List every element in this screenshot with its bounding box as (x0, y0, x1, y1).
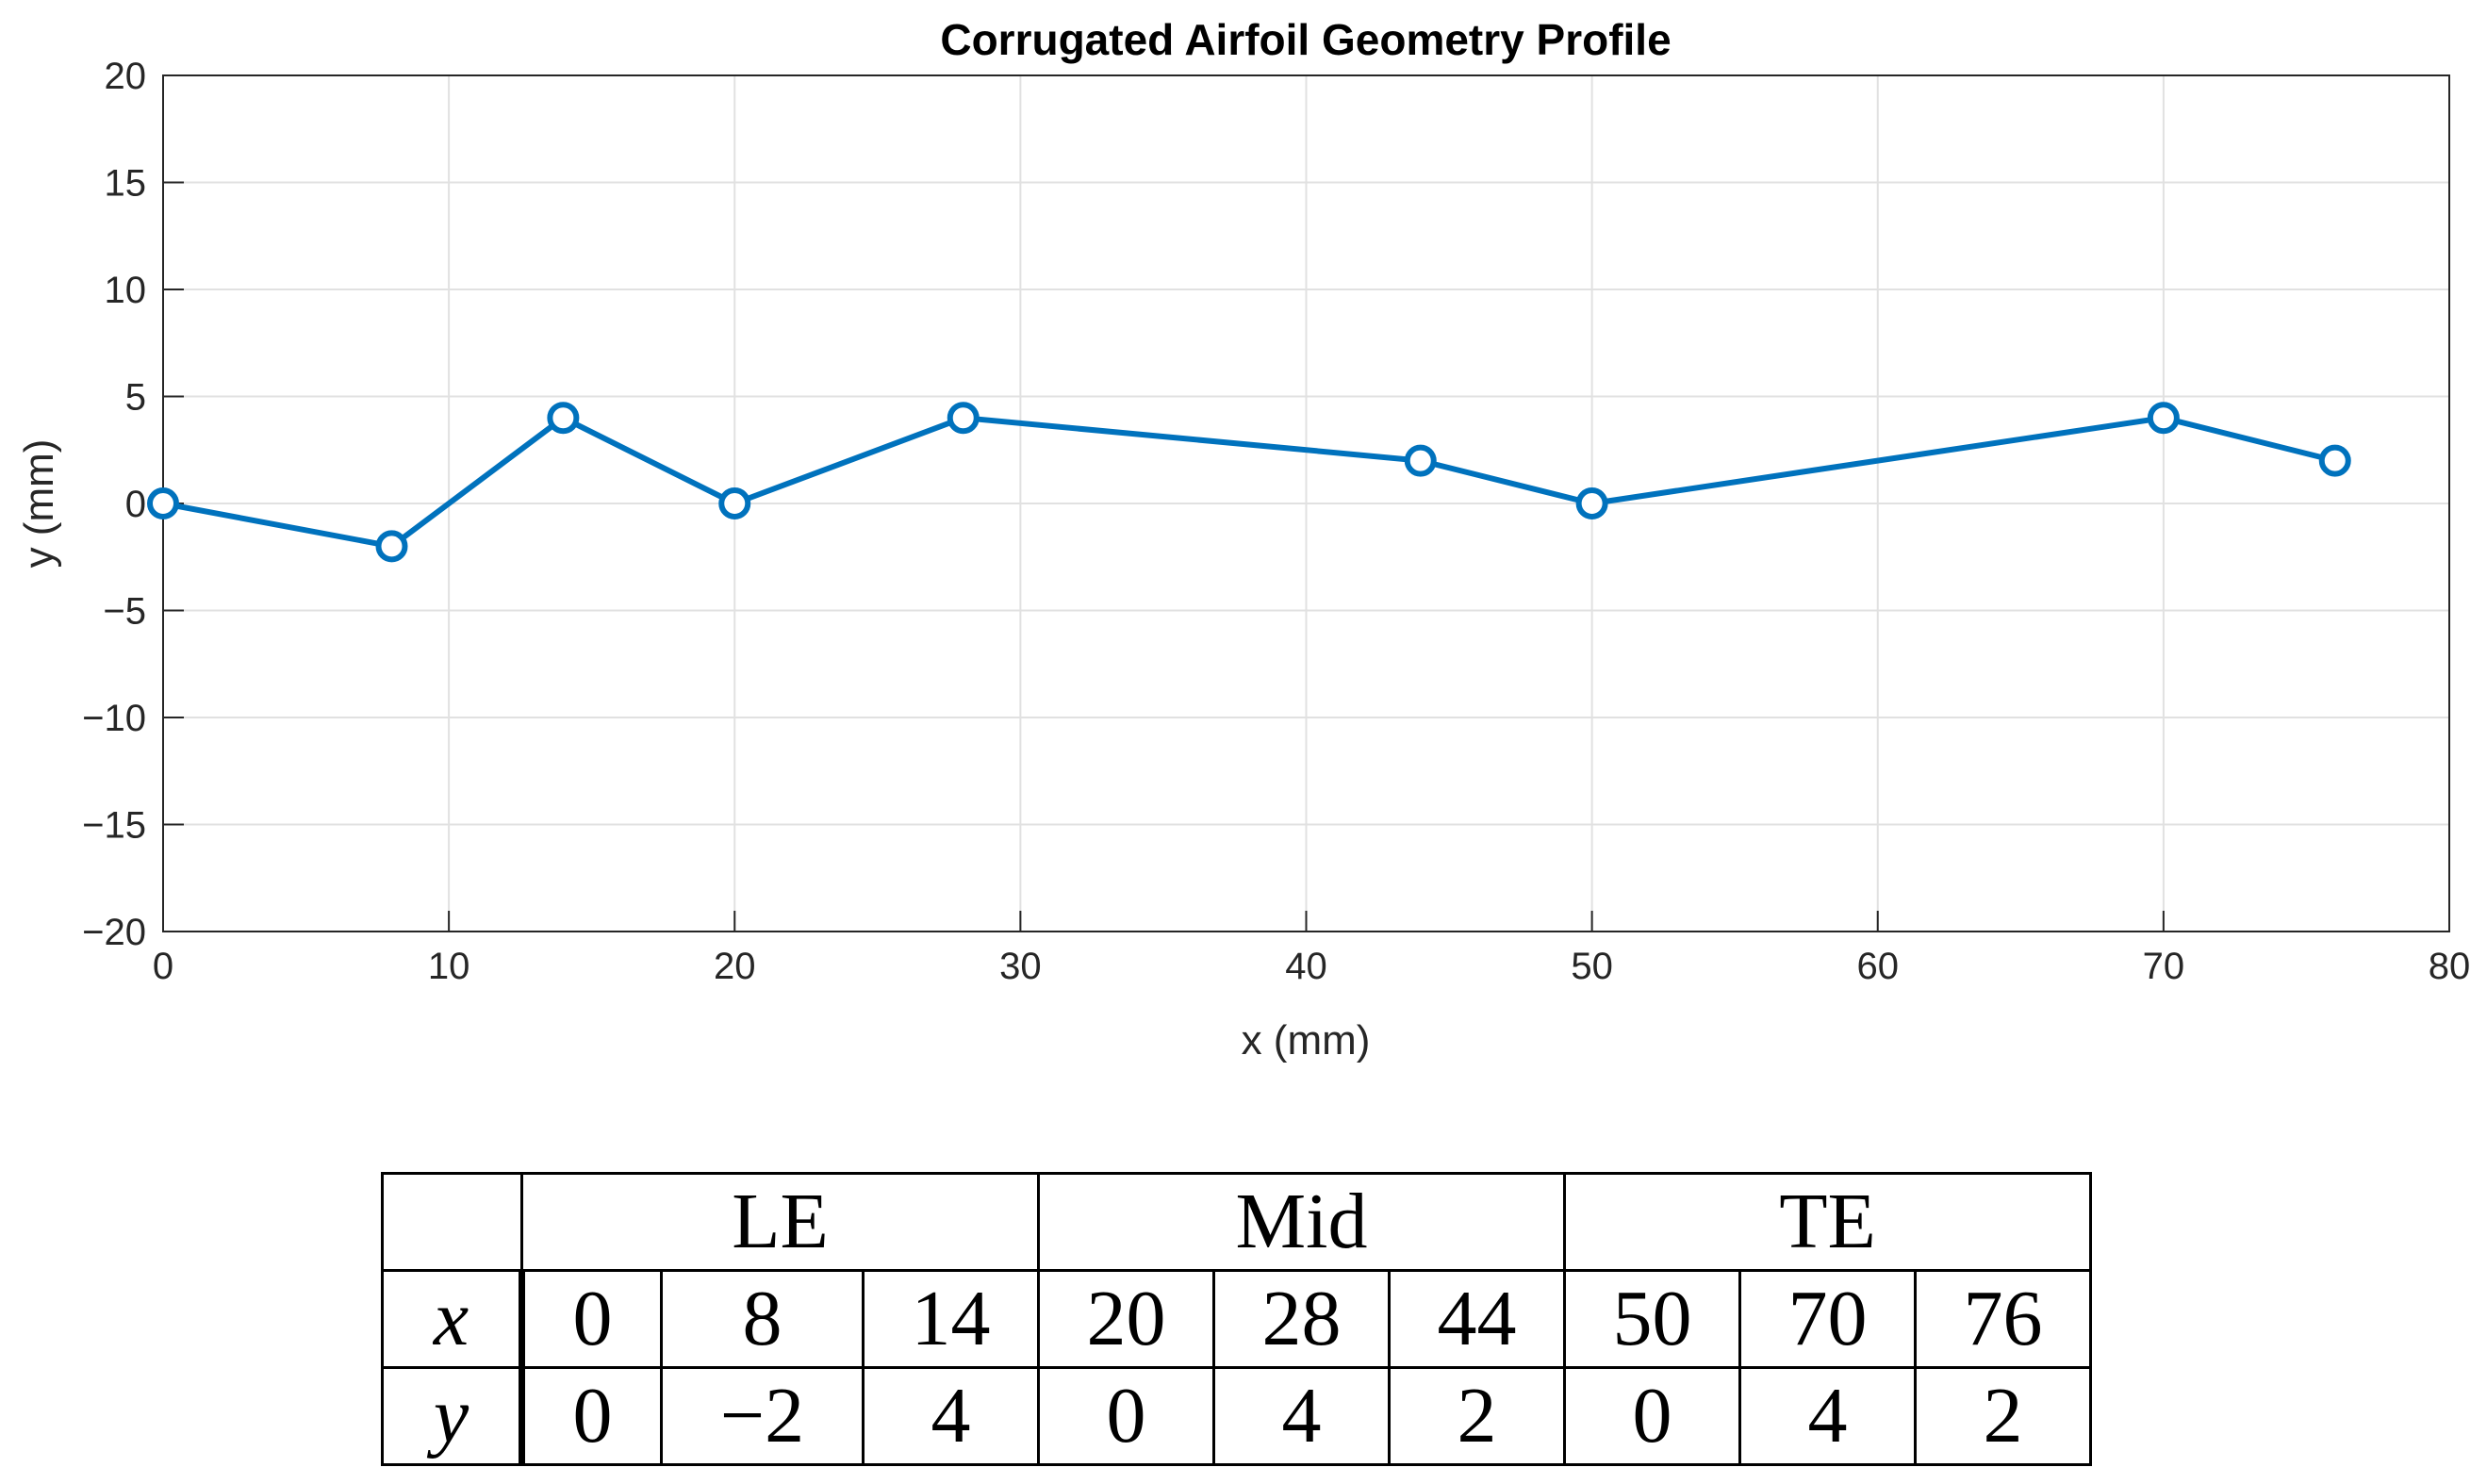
table-cell: 28 (1212, 1269, 1391, 1369)
table-corner-cell (381, 1172, 523, 1272)
data-point (718, 487, 751, 519)
table-cell: 0 (1563, 1366, 1741, 1466)
table-cell: 4 (1212, 1366, 1391, 1466)
table-cell: 70 (1738, 1269, 1917, 1369)
table-cell: 0 (520, 1269, 663, 1369)
y-tick-label: −10 (82, 698, 146, 739)
y-tick-label: 5 (125, 377, 146, 419)
y-tick-label: −20 (82, 912, 146, 953)
x-tick-label: 20 (714, 946, 756, 987)
series-line (162, 415, 2336, 550)
x-tick-label: 40 (1285, 946, 1327, 987)
table-cell: 44 (1388, 1269, 1566, 1369)
x-axis-label: x (mm) (1242, 1017, 1371, 1064)
table-cell: 14 (862, 1269, 1040, 1369)
data-point (2318, 444, 2351, 477)
table-group-header: TE (1563, 1172, 2092, 1272)
series (147, 402, 2351, 563)
data-point (375, 530, 408, 563)
data-table: LE Mid TE x 0 8 14 20 28 44 50 70 76 y 0… (381, 1172, 2092, 1466)
grid (162, 74, 2450, 932)
y-tick-label: −15 (82, 805, 146, 847)
tick-labels: 0 10 20 30 40 50 60 70 80 −20 −15 −10 −5 0 5 10 15 20 (82, 56, 2470, 987)
table-cell: 4 (1738, 1366, 1917, 1466)
table-row-y: y 0 −2 4 0 4 2 0 4 2 (381, 1366, 2092, 1466)
table-cell: 0 (520, 1366, 663, 1466)
y-tick-label: 0 (125, 484, 146, 525)
y-tick-label: 10 (105, 270, 147, 311)
table-cell: 2 (1914, 1366, 2092, 1466)
x-tick-label: 50 (1571, 946, 1613, 987)
data-point (2147, 402, 2180, 435)
table-cell: −2 (660, 1366, 865, 1466)
data-point (947, 402, 980, 435)
chart-title: Corrugated Airfoil Geometry Profile (940, 15, 1671, 64)
table-row-x: x 0 8 14 20 28 44 50 70 76 (381, 1269, 2092, 1369)
table-cell: 76 (1914, 1269, 2092, 1369)
table-cell: 4 (862, 1366, 1040, 1466)
y-axis-label: y (mm) (16, 439, 62, 569)
x-tick-label: 70 (2143, 946, 2185, 987)
y-tick-label: −5 (103, 591, 146, 633)
y-tick-label: 20 (105, 56, 147, 97)
data-point (147, 487, 179, 519)
table-cell: 0 (1037, 1366, 1215, 1466)
table-row-header: y (381, 1366, 525, 1466)
table-cell: 50 (1563, 1269, 1741, 1369)
table-cell: 2 (1388, 1366, 1566, 1466)
table-row-header: x (381, 1269, 525, 1369)
table-cell: 8 (660, 1269, 865, 1369)
x-tick-label: 10 (428, 946, 470, 987)
table-group-header: Mid (1037, 1172, 1566, 1272)
x-tick-label: 0 (153, 946, 173, 987)
ticks (162, 74, 2450, 932)
chart: 0 10 20 30 40 50 60 70 80 −20 −15 −10 −5 0 5 10 15 20 Cor… (16, 15, 2470, 1064)
table-group-header: LE (520, 1172, 1040, 1272)
x-tick-label: 60 (1857, 946, 1900, 987)
x-tick-label: 80 (2429, 946, 2471, 987)
y-tick-label: 15 (105, 163, 147, 205)
table-cell: 20 (1037, 1269, 1215, 1369)
data-point (1575, 487, 1608, 519)
data-point (547, 402, 580, 435)
data-point (1404, 444, 1437, 477)
table-group-row: LE Mid TE (381, 1172, 2092, 1272)
x-tick-label: 30 (999, 946, 1042, 987)
